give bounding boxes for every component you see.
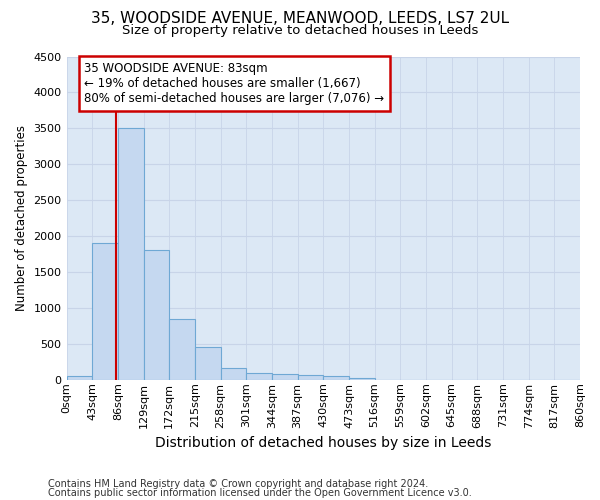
Bar xyxy=(118,128,143,380)
Bar xyxy=(272,374,298,380)
Y-axis label: Number of detached properties: Number of detached properties xyxy=(15,125,28,311)
Bar xyxy=(246,372,272,380)
Bar xyxy=(221,368,246,380)
Text: Contains HM Land Registry data © Crown copyright and database right 2024.: Contains HM Land Registry data © Crown c… xyxy=(48,479,428,489)
Text: 35, WOODSIDE AVENUE, MEANWOOD, LEEDS, LS7 2UL: 35, WOODSIDE AVENUE, MEANWOOD, LEEDS, LS… xyxy=(91,11,509,26)
Text: Size of property relative to detached houses in Leeds: Size of property relative to detached ho… xyxy=(122,24,478,37)
Bar xyxy=(169,318,195,380)
X-axis label: Distribution of detached houses by size in Leeds: Distribution of detached houses by size … xyxy=(155,436,491,450)
Text: Contains public sector information licensed under the Open Government Licence v3: Contains public sector information licen… xyxy=(48,488,472,498)
Bar xyxy=(349,378,374,380)
Bar xyxy=(298,376,323,380)
Bar xyxy=(323,376,349,380)
Bar xyxy=(195,346,221,380)
Bar xyxy=(92,244,118,380)
Bar xyxy=(143,250,169,380)
Bar xyxy=(67,376,92,380)
Text: 35 WOODSIDE AVENUE: 83sqm
← 19% of detached houses are smaller (1,667)
80% of se: 35 WOODSIDE AVENUE: 83sqm ← 19% of detac… xyxy=(85,62,385,105)
